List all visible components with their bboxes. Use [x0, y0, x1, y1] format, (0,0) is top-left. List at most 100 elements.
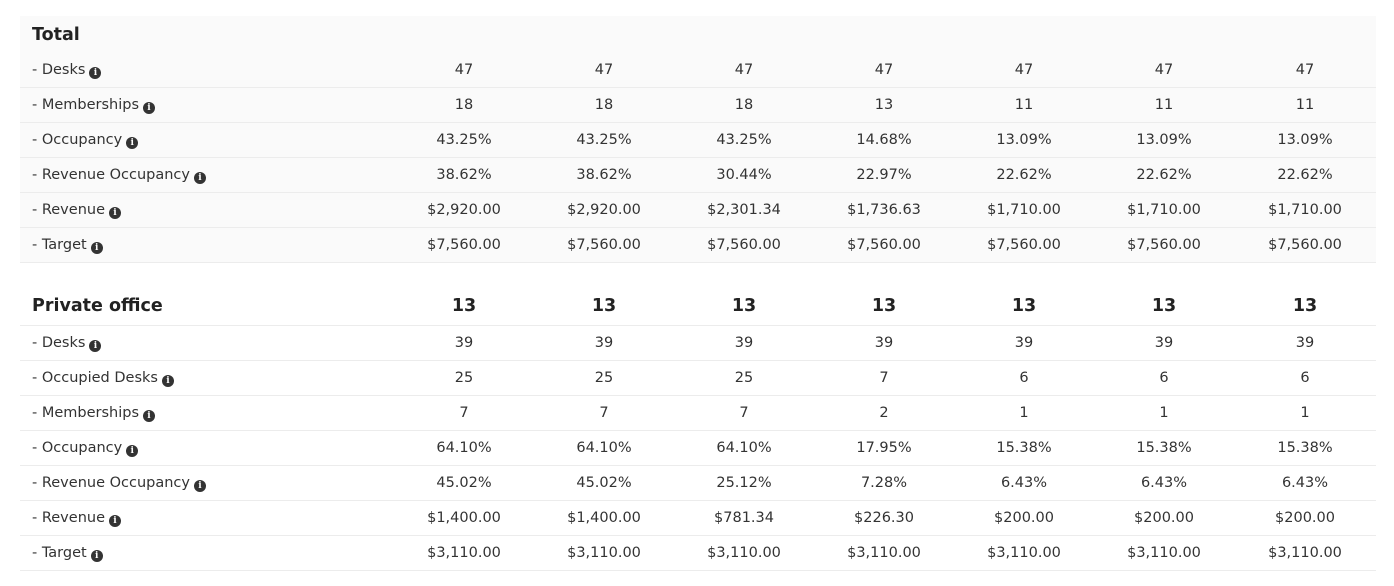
- cell-value: 6.43%: [1094, 465, 1234, 501]
- info-icon[interactable]: i: [109, 206, 121, 219]
- cell-value: 45.02%: [534, 465, 674, 501]
- info-icon[interactable]: i: [90, 549, 103, 562]
- row-label: - Desks i: [20, 325, 394, 361]
- row-label: - Target i: [20, 227, 394, 263]
- cell-value: 14.68%: [814, 122, 954, 158]
- cell-value: 7: [534, 395, 674, 431]
- cell-value: 47: [874, 62, 894, 78]
- row-label: - Memberships i: [20, 395, 394, 431]
- cell-value: 47: [454, 62, 474, 78]
- cell-value: $2,301.34: [674, 192, 814, 228]
- cell-value: 11: [1094, 87, 1234, 123]
- cell-value: 39: [1094, 325, 1234, 361]
- cell-value: 47: [594, 62, 614, 78]
- cell-value: 1: [1234, 395, 1376, 431]
- cell-value: $1,710.00: [1094, 192, 1234, 228]
- cell-value: 15.38%: [954, 430, 1094, 466]
- cell-value: $1,400.00: [534, 500, 674, 536]
- cell-value: 47: [1295, 62, 1315, 78]
- table-row: - Revenue i $2,920.00 $2,920.00 $2,301.34…: [20, 192, 1376, 228]
- private-office-title: Private office: [32, 296, 163, 316]
- cell-value: 38.62%: [534, 157, 674, 193]
- row-label: - Occupancy i: [20, 122, 394, 158]
- cell-value: $1,400.00: [394, 500, 534, 536]
- cell-value: 13.09%: [1094, 122, 1234, 158]
- cell-value: 13: [814, 87, 954, 123]
- private-office-header-row: Private office 13 13 13 13 13 13 13: [20, 287, 1376, 326]
- info-icon[interactable]: i: [161, 374, 174, 387]
- info-icon[interactable]: i: [193, 171, 206, 184]
- cell-value: 38.62%: [394, 157, 534, 193]
- total-header-row: Total: [20, 16, 1376, 53]
- table-row: - Revenue Occupancy i 38.62% 38.62% 30.44…: [20, 157, 1376, 193]
- cell-value: $1,710.00: [1234, 192, 1376, 228]
- row-label: - Revenue i: [20, 500, 394, 536]
- cell-value: $1,710.00: [954, 192, 1094, 228]
- cell-value: 6: [954, 360, 1094, 396]
- info-icon[interactable]: i: [109, 514, 121, 527]
- table-row: - Occupied Desks i 25 25 25 7 6 6 6: [20, 360, 1376, 396]
- cell-value: $3,110.00: [1094, 535, 1234, 571]
- cell-value: 7: [674, 395, 814, 431]
- info-icon[interactable]: i: [126, 136, 139, 149]
- total-title: Total: [32, 24, 80, 45]
- cell-value: $200.00: [954, 500, 1094, 536]
- row-label: - Target i: [20, 535, 394, 571]
- info-icon[interactable]: i: [126, 444, 139, 457]
- info-icon[interactable]: i: [90, 241, 103, 254]
- cell-value: 25: [674, 360, 814, 396]
- cell-value: 39: [954, 325, 1094, 361]
- cell-value: 22.97%: [814, 157, 954, 193]
- cell-value: 25.12%: [674, 465, 814, 501]
- cell-value: 15.38%: [1094, 430, 1234, 466]
- cell-value: $781.34: [674, 500, 814, 536]
- total-table: Total - Desks i 47 47 47 47 47 47 47 - Me…: [20, 16, 1376, 263]
- header-value: 13: [731, 296, 757, 316]
- row-label: - Memberships i: [20, 87, 394, 123]
- cell-value: $7,560.00: [1234, 227, 1376, 263]
- cell-value: 43.25%: [394, 122, 534, 158]
- info-icon[interactable]: i: [193, 479, 206, 492]
- cell-value: 39: [1234, 325, 1376, 361]
- info-icon[interactable]: i: [89, 339, 102, 352]
- cell-value: 13.09%: [1234, 122, 1376, 158]
- cell-value: $3,110.00: [1234, 535, 1376, 571]
- cell-value: $226.30: [814, 500, 954, 536]
- cell-value: 15.38%: [1234, 430, 1376, 466]
- cell-value: 47: [734, 62, 754, 78]
- cell-value: $3,110.00: [814, 535, 954, 571]
- cell-value: 25: [534, 360, 674, 396]
- row-label: - Revenue Occupancy i: [20, 157, 394, 193]
- cell-value: 2: [814, 395, 954, 431]
- cell-value: 22.62%: [1094, 157, 1234, 193]
- cell-value: 45.02%: [394, 465, 534, 501]
- header-value: 13: [1151, 296, 1177, 316]
- row-label: - Desks i: [20, 53, 394, 88]
- cell-value: $7,560.00: [674, 227, 814, 263]
- cell-value: 6.43%: [1234, 465, 1376, 501]
- header-value: 13: [1011, 296, 1037, 316]
- table-row: - Desks i 39 39 39 39 39 39 39: [20, 325, 1376, 361]
- cell-value: 39: [394, 325, 534, 361]
- row-label: - Occupied Desks i: [20, 360, 394, 396]
- row-label: - Occupancy i: [20, 430, 394, 466]
- cell-value: $3,110.00: [394, 535, 534, 571]
- cell-value: 13.09%: [954, 122, 1094, 158]
- table-row: - Memberships i 7 7 7 2 1 1 1: [20, 395, 1376, 431]
- info-icon[interactable]: i: [89, 66, 102, 79]
- cell-value: 11: [1234, 87, 1376, 123]
- cell-value: 18: [394, 87, 534, 123]
- cell-value: 39: [674, 325, 814, 361]
- cell-value: $7,560.00: [1094, 227, 1234, 263]
- table-row: - Target i $3,110.00 $3,110.00 $3,110.00 …: [20, 535, 1376, 571]
- info-icon[interactable]: i: [143, 409, 156, 422]
- cell-value: 11: [954, 87, 1094, 123]
- cell-value: 6: [1234, 360, 1376, 396]
- cell-value: 6: [1094, 360, 1234, 396]
- cell-value: $3,110.00: [534, 535, 674, 571]
- cell-value: $200.00: [1234, 500, 1376, 536]
- info-icon[interactable]: i: [143, 101, 156, 114]
- cell-value: $7,560.00: [954, 227, 1094, 263]
- row-label: - Revenue Occupancy i: [20, 465, 394, 501]
- cell-value: 18: [534, 87, 674, 123]
